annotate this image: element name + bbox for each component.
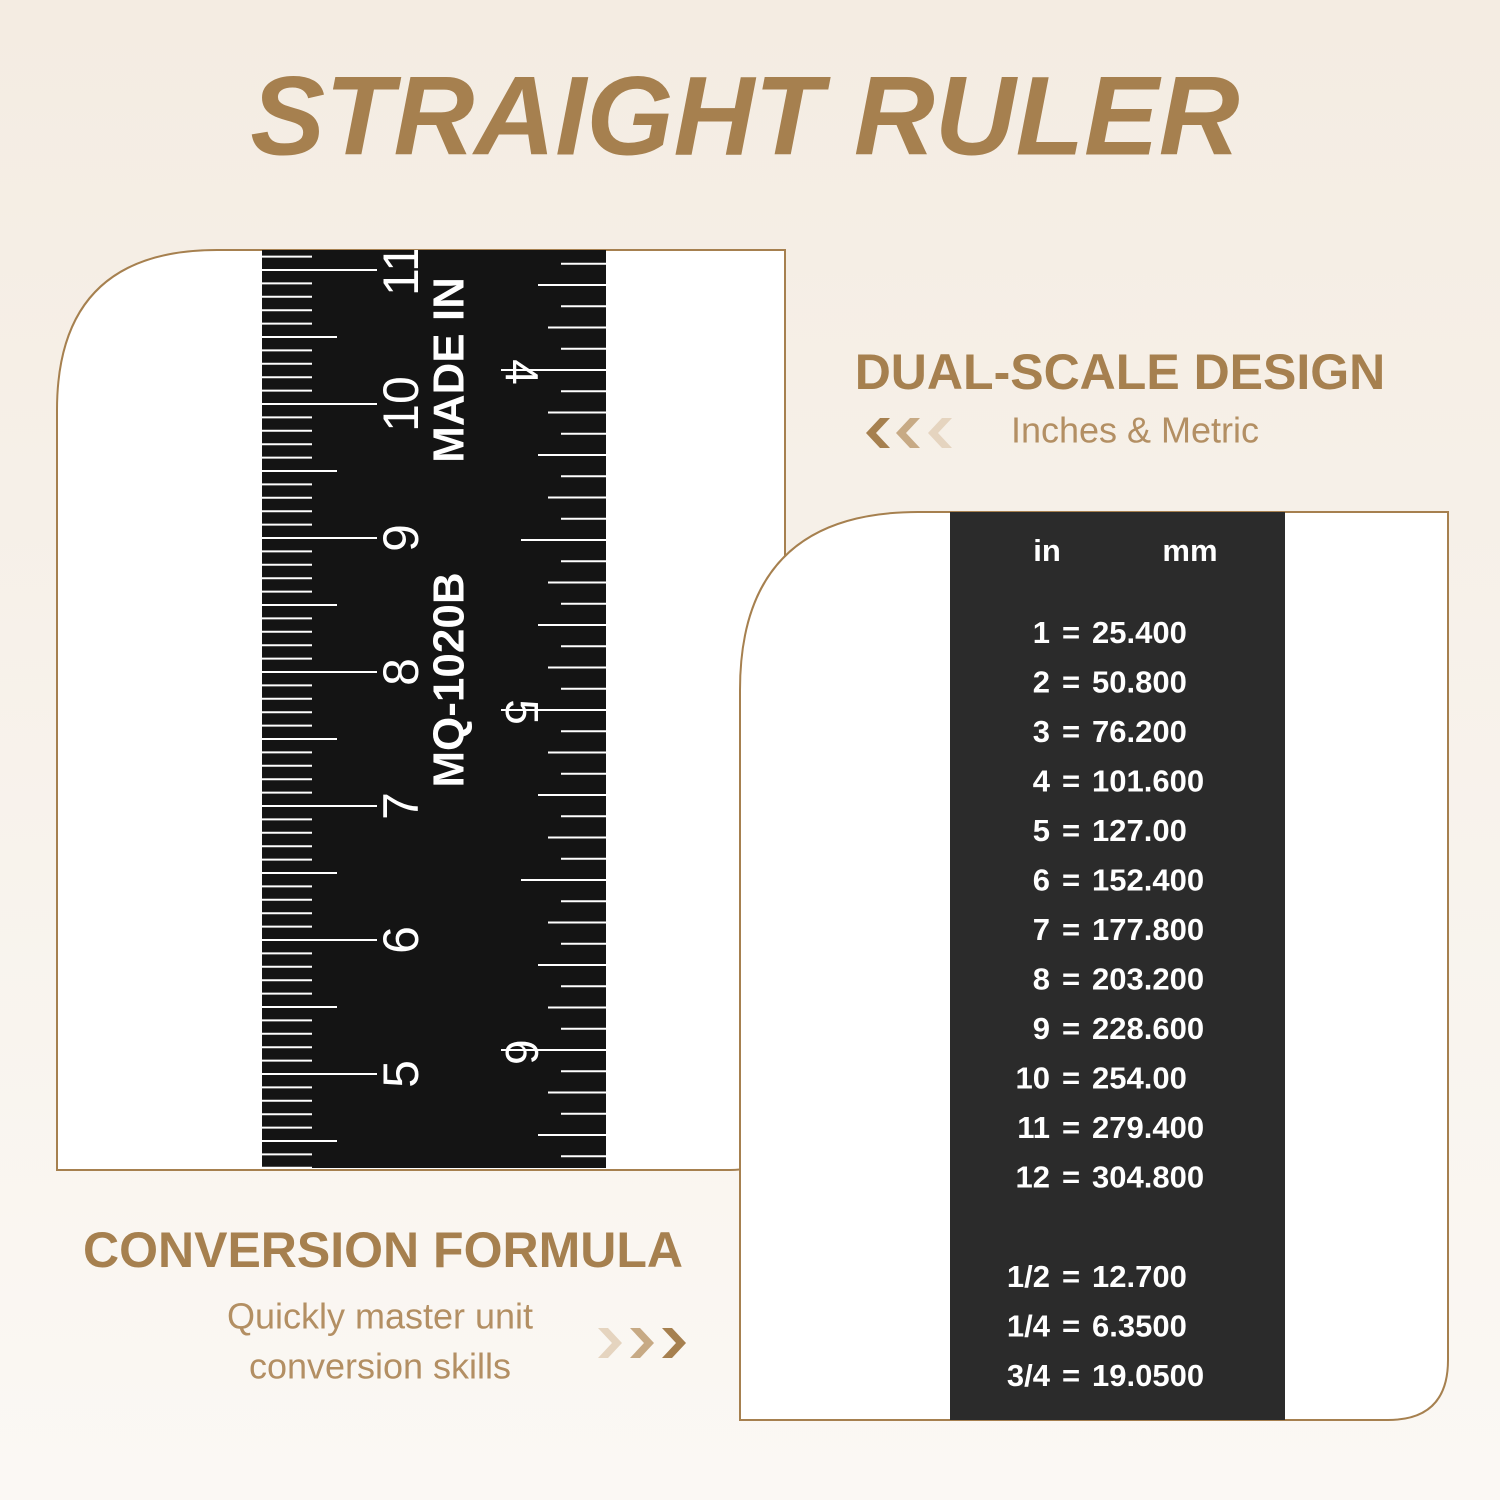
- conversion-ruler: in mm 1 = 25.400 2 = 50.800 3 = 76.200 4 = 101.600 5 = 1…: [950, 512, 1285, 1420]
- imprint: MQ-1020B: [425, 572, 474, 787]
- header-mm: mm: [1162, 533, 1217, 568]
- inch-value: 1/2: [1007, 1259, 1050, 1294]
- mm-value: 203.200: [1092, 962, 1204, 997]
- mm-value: 101.600: [1092, 764, 1204, 799]
- conversion-subtitle: conversion skills: [249, 1346, 511, 1387]
- inch-value: 9: [1033, 1011, 1050, 1046]
- inch-value: 3: [1033, 714, 1050, 749]
- inch-value: 10: [1016, 1061, 1050, 1096]
- left-chevrons: [866, 418, 952, 448]
- equals: =: [1062, 1309, 1080, 1344]
- mm-value: 19.0500: [1092, 1358, 1204, 1393]
- mm-value: 254.00: [1092, 1061, 1187, 1096]
- equals: =: [1062, 615, 1080, 650]
- inch-value: 2: [1033, 665, 1050, 700]
- inch-value: 1/4: [1007, 1309, 1051, 1344]
- inch-value: 5: [1033, 813, 1050, 848]
- inch-value: 1: [1033, 615, 1050, 650]
- header-in: in: [1033, 533, 1061, 568]
- mm-value: 6.3500: [1092, 1309, 1187, 1344]
- cm-label: 9: [373, 524, 429, 552]
- inch-value: 4: [1033, 764, 1051, 799]
- cm-label: 7: [373, 792, 429, 820]
- conversion-subtitle: Quickly master unit: [227, 1296, 533, 1337]
- metric-ruler: 11 10 9 8 7 6 5 4 5 6 MADE IN MQ-1020B: [262, 244, 606, 1168]
- mm-value: 25.400: [1092, 615, 1187, 650]
- equals: =: [1062, 1061, 1080, 1096]
- equals: =: [1062, 1358, 1080, 1393]
- cm-label: 5: [373, 1060, 429, 1088]
- dual-scale-heading: DUAL-SCALE DESIGN: [855, 344, 1386, 400]
- inch-value: 12: [1016, 1160, 1050, 1195]
- equals: =: [1062, 714, 1080, 749]
- title: STRAIGHT RULER: [250, 54, 1239, 179]
- inch-label: 6: [496, 1039, 548, 1065]
- cm-label: 11: [373, 244, 429, 296]
- cm-label: 10: [373, 376, 429, 432]
- inch-value: 8: [1033, 962, 1050, 997]
- mm-value: 304.800: [1092, 1160, 1204, 1195]
- inch-label: 4: [496, 359, 548, 385]
- mm-value: 50.800: [1092, 665, 1187, 700]
- mm-value: 127.00: [1092, 813, 1187, 848]
- equals: =: [1062, 813, 1080, 848]
- inch-value: 7: [1033, 912, 1050, 947]
- inch-value: 6: [1033, 863, 1050, 898]
- equals: =: [1062, 912, 1080, 947]
- mm-value: 152.400: [1092, 863, 1204, 898]
- dual-scale-subtitle: Inches & Metric: [1011, 410, 1259, 451]
- equals: =: [1062, 1110, 1080, 1145]
- cm-label: 8: [373, 658, 429, 686]
- equals: =: [1062, 665, 1080, 700]
- inch-label: 5: [496, 699, 548, 725]
- mm-value: 76.200: [1092, 714, 1187, 749]
- equals: =: [1062, 1011, 1080, 1046]
- mm-value: 12.700: [1092, 1259, 1187, 1294]
- right-chevrons: [598, 1328, 686, 1358]
- equals: =: [1062, 1160, 1080, 1195]
- equals: =: [1062, 962, 1080, 997]
- equals: =: [1062, 764, 1080, 799]
- inch-value: 3/4: [1007, 1358, 1051, 1393]
- cm-label: 6: [373, 926, 429, 954]
- ruler-body: [950, 512, 1285, 1420]
- equals: =: [1062, 1259, 1080, 1294]
- inch-value: 11: [1017, 1110, 1050, 1145]
- mm-value: 228.600: [1092, 1011, 1204, 1046]
- mm-value: 177.800: [1092, 912, 1204, 947]
- conversion-heading: CONVERSION FORMULA: [83, 1222, 683, 1278]
- equals: =: [1062, 863, 1080, 898]
- mm-value: 279.400: [1092, 1110, 1204, 1145]
- imprint: MADE IN: [425, 277, 474, 463]
